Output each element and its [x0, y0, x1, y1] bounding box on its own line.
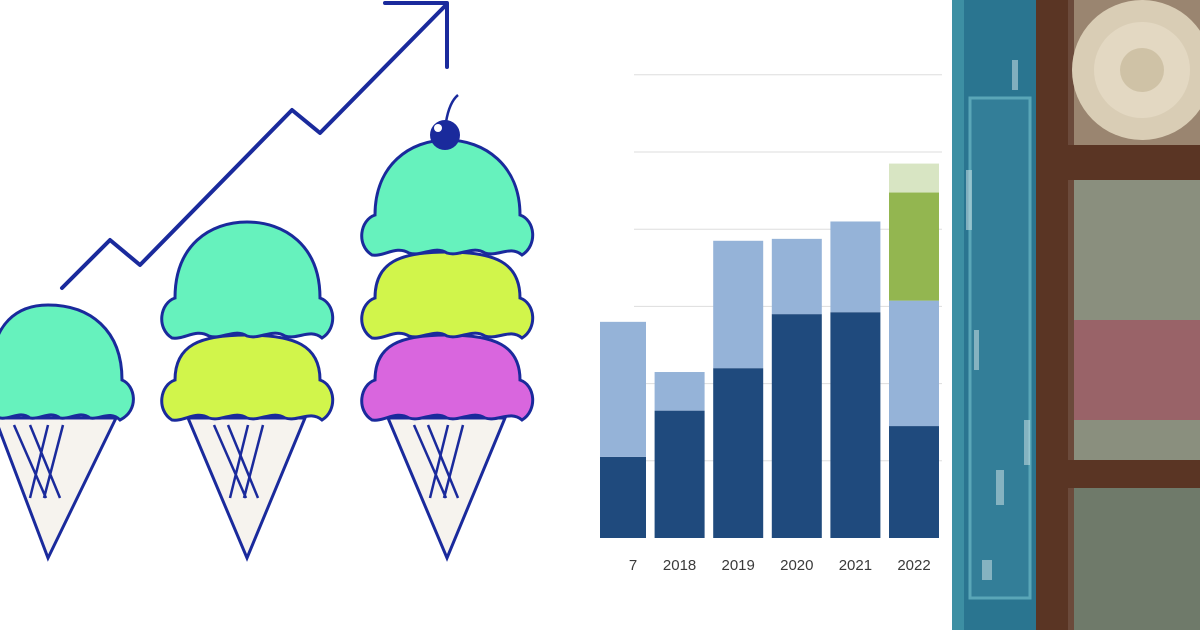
bar-segment-2020-s1 [771, 314, 822, 538]
bar-segment-2017-s2 [600, 321, 646, 457]
x-tick-label: 7 [629, 557, 637, 574]
trend-arrow-icon [60, 1, 449, 290]
bar-segment-2019-s1 [713, 368, 764, 538]
bar-segment-2018-s2 [654, 372, 705, 411]
x-tick-label: 2019 [722, 557, 755, 574]
bar-segment-2018-s1 [654, 410, 705, 538]
stacked-bar-chart: 7 2018 2019 2020 2021 2022 [600, 74, 942, 574]
bar-segment-2020-s2 [771, 238, 822, 315]
x-tick-label: 2020 [780, 557, 813, 574]
photo-window-frame [952, 0, 1200, 630]
bar-segment-2019-s2 [713, 240, 764, 369]
ice-cream-cone-icon [160, 220, 335, 562]
chart-bars [600, 163, 939, 538]
ice-cream-growth-illustration [0, 1, 535, 562]
ice-cream-cone-icon [360, 94, 535, 562]
bar-segment-2017-s1 [600, 456, 646, 538]
bar-segment-2022-s1 [889, 426, 939, 538]
x-tick-label: 2021 [839, 557, 872, 574]
x-tick-label: 2022 [897, 557, 930, 574]
ice-cream-cone-icon [0, 303, 135, 562]
bar-segment-2022-s2 [889, 300, 939, 427]
bar-segment-2022-s3 [889, 192, 939, 301]
bar-segment-2021-s1 [830, 312, 881, 538]
x-tick-label: 2018 [663, 557, 696, 574]
bar-segment-2022-s4 [889, 163, 939, 193]
chart-x-ticks: 7 2018 2019 2020 2021 2022 [629, 557, 931, 574]
bar-segment-2021-s2 [830, 221, 881, 313]
cherry-icon [430, 94, 460, 150]
